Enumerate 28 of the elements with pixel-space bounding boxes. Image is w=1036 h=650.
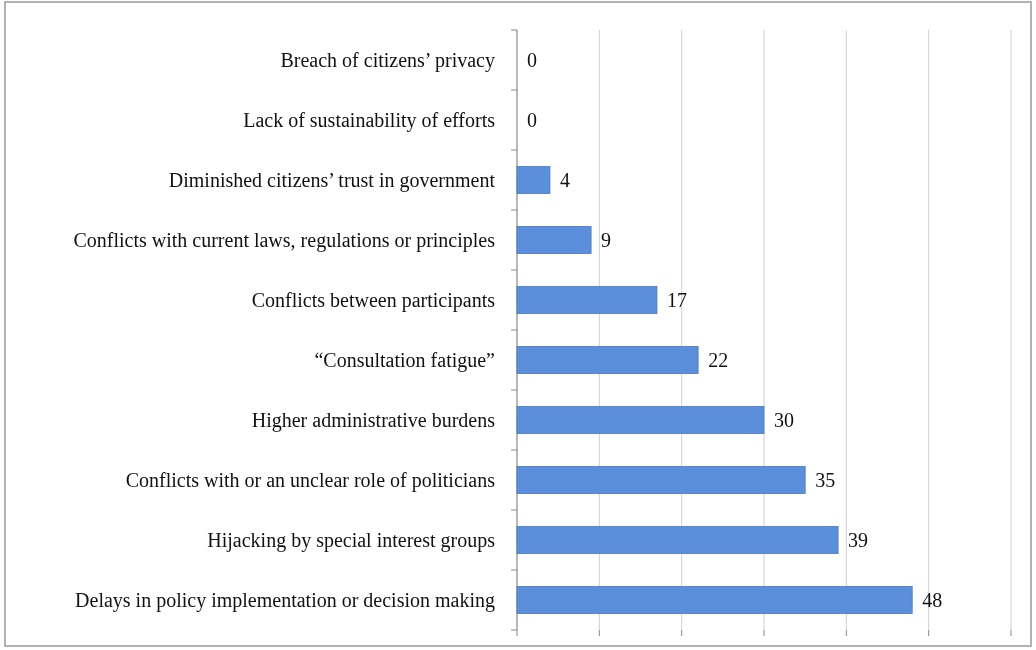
bar bbox=[516, 226, 592, 254]
data-label: 0 bbox=[527, 49, 537, 71]
data-label: 9 bbox=[601, 229, 612, 251]
bar bbox=[516, 406, 765, 434]
data-label: 17 bbox=[666, 289, 687, 311]
data-label: 48 bbox=[922, 589, 943, 611]
y-tick-label: Hijacking by special interest groups bbox=[207, 529, 496, 552]
bar bbox=[516, 286, 658, 314]
y-tick-label: Conflicts between participants bbox=[251, 289, 496, 312]
y-tick-label: “Consultation fatigue” bbox=[314, 349, 495, 372]
data-label: 22 bbox=[708, 349, 729, 371]
data-label: 0 bbox=[527, 109, 537, 131]
y-tick-label: Higher administrative burdens bbox=[251, 409, 496, 432]
y-tick-label: Diminished citizens’ trust in government bbox=[168, 169, 496, 192]
bar bbox=[516, 346, 699, 374]
data-label: 4 bbox=[559, 169, 570, 191]
bar bbox=[516, 586, 913, 614]
data-label: 35 bbox=[815, 469, 836, 491]
data-label: 30 bbox=[774, 409, 794, 431]
bar bbox=[516, 466, 806, 494]
bar bbox=[516, 526, 839, 554]
y-tick-label: Delays in policy implementation or decision making bbox=[75, 589, 495, 612]
y-tick-label: Conflicts with current laws, regulations or principles bbox=[73, 229, 496, 252]
y-tick-label: Conflicts with or an unclear role of politicians bbox=[125, 469, 496, 492]
y-tick-label: Breach of citizens’ privacy bbox=[280, 49, 495, 72]
data-label: 39 bbox=[848, 529, 869, 551]
bar bbox=[516, 166, 551, 194]
y-tick-label: Lack of sustainability of efforts bbox=[243, 109, 496, 132]
